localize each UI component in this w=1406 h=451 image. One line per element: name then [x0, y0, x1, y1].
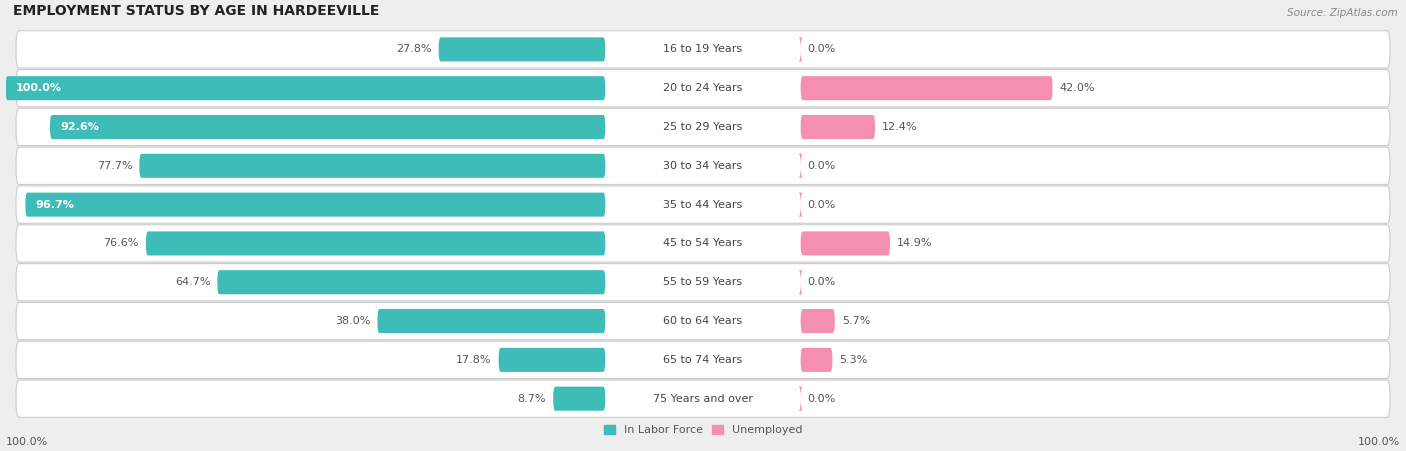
Legend: In Labor Force, Unemployed: In Labor Force, Unemployed [599, 420, 807, 440]
Text: 5.7%: 5.7% [842, 316, 870, 326]
Text: 76.6%: 76.6% [104, 239, 139, 249]
Text: 55 to 59 Years: 55 to 59 Years [664, 277, 742, 287]
Text: 14.9%: 14.9% [897, 239, 932, 249]
Text: 25 to 29 Years: 25 to 29 Years [664, 122, 742, 132]
FancyBboxPatch shape [25, 193, 606, 216]
Text: 30 to 34 Years: 30 to 34 Years [664, 161, 742, 171]
FancyBboxPatch shape [15, 303, 1391, 340]
Text: 12.4%: 12.4% [882, 122, 918, 132]
Text: 17.8%: 17.8% [456, 355, 492, 365]
Text: EMPLOYMENT STATUS BY AGE IN HARDEEVILLE: EMPLOYMENT STATUS BY AGE IN HARDEEVILLE [13, 5, 378, 18]
FancyBboxPatch shape [799, 154, 803, 178]
Text: 0.0%: 0.0% [807, 277, 835, 287]
FancyBboxPatch shape [799, 270, 803, 294]
Text: 100.0%: 100.0% [6, 437, 48, 447]
Text: 77.7%: 77.7% [97, 161, 132, 171]
FancyBboxPatch shape [800, 76, 1053, 100]
FancyBboxPatch shape [553, 387, 606, 411]
FancyBboxPatch shape [51, 115, 606, 139]
Text: 65 to 74 Years: 65 to 74 Years [664, 355, 742, 365]
Text: 42.0%: 42.0% [1060, 83, 1095, 93]
Text: 0.0%: 0.0% [807, 161, 835, 171]
FancyBboxPatch shape [15, 147, 1391, 184]
Text: 75 Years and over: 75 Years and over [652, 394, 754, 404]
FancyBboxPatch shape [139, 154, 606, 178]
Text: 0.0%: 0.0% [807, 44, 835, 55]
Text: Source: ZipAtlas.com: Source: ZipAtlas.com [1286, 8, 1398, 18]
FancyBboxPatch shape [377, 309, 606, 333]
Text: 96.7%: 96.7% [35, 200, 75, 210]
FancyBboxPatch shape [799, 193, 803, 216]
Text: 0.0%: 0.0% [807, 394, 835, 404]
Text: 60 to 64 Years: 60 to 64 Years [664, 316, 742, 326]
Text: 5.3%: 5.3% [839, 355, 868, 365]
Text: 0.0%: 0.0% [807, 200, 835, 210]
Text: 35 to 44 Years: 35 to 44 Years [664, 200, 742, 210]
Text: 92.6%: 92.6% [60, 122, 100, 132]
FancyBboxPatch shape [15, 341, 1391, 378]
FancyBboxPatch shape [799, 37, 803, 61]
Text: 100.0%: 100.0% [15, 83, 62, 93]
Text: 100.0%: 100.0% [1358, 437, 1400, 447]
Text: 64.7%: 64.7% [174, 277, 211, 287]
FancyBboxPatch shape [15, 225, 1391, 262]
FancyBboxPatch shape [439, 37, 606, 61]
Text: 27.8%: 27.8% [396, 44, 432, 55]
FancyBboxPatch shape [15, 31, 1391, 68]
FancyBboxPatch shape [6, 76, 606, 100]
FancyBboxPatch shape [15, 264, 1391, 301]
Text: 45 to 54 Years: 45 to 54 Years [664, 239, 742, 249]
FancyBboxPatch shape [800, 115, 875, 139]
Text: 8.7%: 8.7% [517, 394, 546, 404]
FancyBboxPatch shape [800, 231, 890, 255]
Text: 20 to 24 Years: 20 to 24 Years [664, 83, 742, 93]
FancyBboxPatch shape [15, 186, 1391, 223]
FancyBboxPatch shape [218, 270, 606, 294]
Text: 16 to 19 Years: 16 to 19 Years [664, 44, 742, 55]
FancyBboxPatch shape [800, 309, 835, 333]
FancyBboxPatch shape [15, 69, 1391, 107]
FancyBboxPatch shape [146, 231, 606, 255]
Text: 38.0%: 38.0% [335, 316, 370, 326]
FancyBboxPatch shape [15, 108, 1391, 146]
FancyBboxPatch shape [15, 380, 1391, 417]
FancyBboxPatch shape [800, 348, 832, 372]
FancyBboxPatch shape [499, 348, 606, 372]
FancyBboxPatch shape [799, 387, 803, 411]
